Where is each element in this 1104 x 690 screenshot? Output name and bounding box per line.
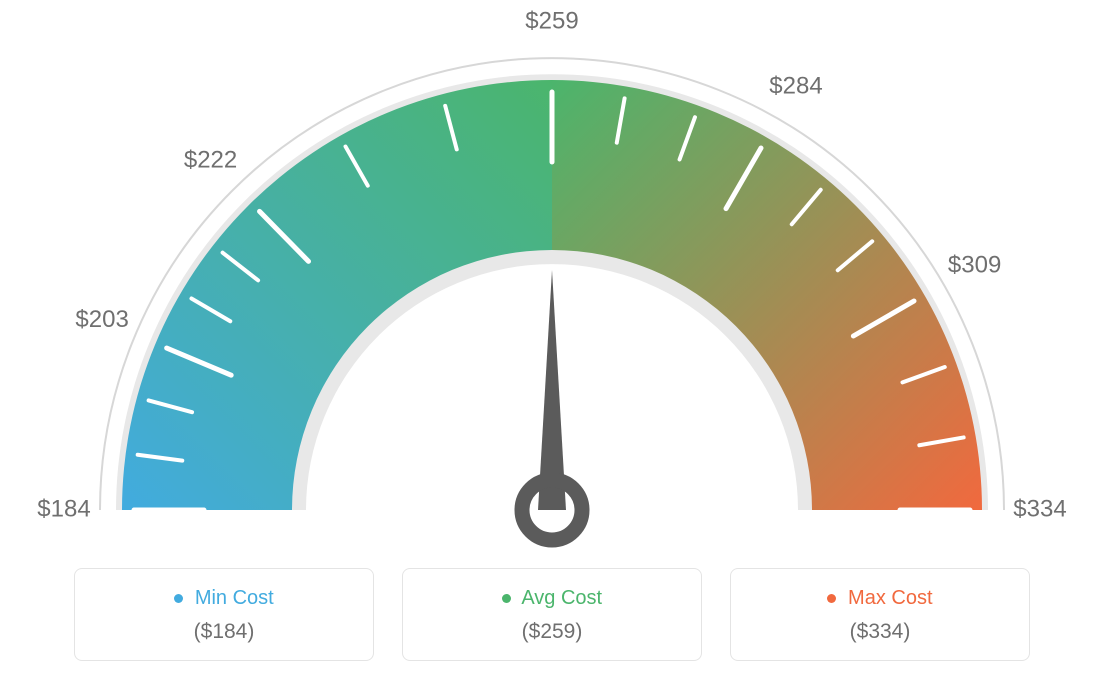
gauge-svg: $184 $203 $222 $259 $284 $309 $334 [0,0,1104,560]
gauge-tick-label: $334 [1013,495,1066,522]
gauge-tick-label: $184 [37,495,90,522]
dot-icon-max [827,594,836,603]
cost-gauge: $184 $203 $222 $259 $284 $309 $334 [0,0,1104,560]
legend-label-min: Min Cost [195,587,274,609]
legend-value-min: ($184) [85,620,363,644]
dot-icon-avg [502,594,511,603]
legend-title-min: Min Cost [85,587,363,610]
legend-card-max: Max Cost ($334) [730,568,1030,661]
gauge-arc-left [122,80,552,510]
dot-icon-min [174,594,183,603]
legend-title-avg: Avg Cost [413,587,691,610]
legend-row: Min Cost ($184) Avg Cost ($259) Max Cost… [0,568,1104,661]
legend-card-avg: Avg Cost ($259) [402,568,702,661]
legend-card-min: Min Cost ($184) [74,568,374,661]
gauge-tick-label: $203 [75,306,128,333]
gauge-tick-label: $309 [948,251,1001,278]
gauge-tick-label: $284 [769,73,822,100]
gauge-tick-label: $259 [525,7,578,34]
legend-value-avg: ($259) [413,620,691,644]
legend-title-max: Max Cost [741,587,1019,610]
gauge-tick-label: $222 [184,147,237,174]
legend-label-max: Max Cost [848,587,932,609]
legend-label-avg: Avg Cost [521,587,602,609]
legend-value-max: ($334) [741,620,1019,644]
